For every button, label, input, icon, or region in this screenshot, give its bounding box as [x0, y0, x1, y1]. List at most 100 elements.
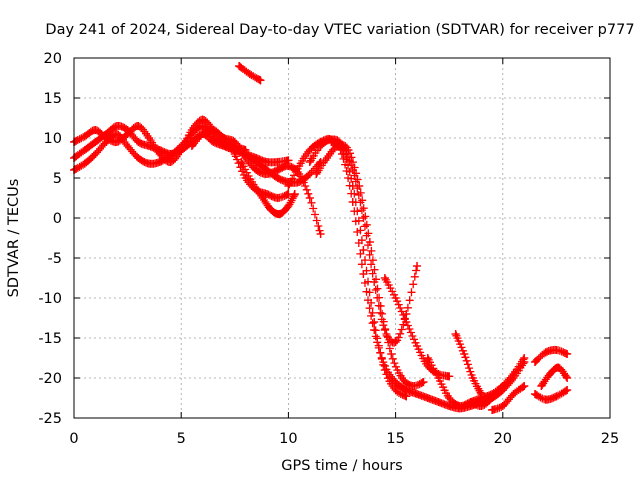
grid: [74, 58, 610, 418]
data-point: [398, 374, 407, 382]
x-tick-label: 5: [177, 431, 186, 447]
series-markers: [451, 330, 486, 398]
series-arc-4: [187, 125, 325, 238]
data-point: [155, 150, 164, 158]
data-point: [477, 402, 486, 410]
series-markers: [531, 386, 572, 404]
x-tick-label: 20: [494, 431, 512, 447]
series-arc-19: [530, 386, 572, 404]
y-tick-label: -5: [48, 251, 62, 267]
data-point: [552, 392, 561, 401]
series-arc-11: [327, 138, 422, 347]
data-point: [391, 294, 400, 302]
data-point: [112, 138, 121, 146]
data-point: [498, 382, 507, 390]
data-point: [245, 70, 254, 78]
data-point: [237, 158, 246, 166]
data-point: [419, 378, 428, 386]
series-markers: [531, 345, 572, 366]
data-point: [145, 134, 154, 142]
data-point: [166, 158, 175, 166]
data-point: [423, 354, 432, 362]
data-point: [498, 402, 507, 410]
data-point: [370, 318, 379, 326]
y-tick-label: 0: [53, 211, 62, 227]
data-point: [530, 390, 539, 398]
x-tick-label: 25: [601, 431, 619, 447]
data-point: [413, 390, 422, 398]
data-point: [262, 158, 271, 166]
data-point: [155, 158, 164, 166]
data-point: [344, 146, 353, 154]
data-point: [445, 394, 454, 402]
data-point: [434, 374, 443, 382]
data-point: [305, 146, 314, 154]
data-point: [112, 122, 121, 130]
data-point: [445, 372, 454, 381]
data-point: [256, 76, 265, 85]
data-point: [80, 132, 89, 141]
data-point: [316, 142, 325, 150]
data-points: [70, 62, 572, 414]
data-point: [80, 146, 89, 154]
data-point: [477, 390, 486, 398]
data-point: [312, 170, 321, 178]
data-point: [359, 214, 368, 222]
data-point: [252, 166, 261, 174]
data-point: [545, 370, 554, 378]
data-point: [466, 398, 475, 406]
data-point: [247, 178, 256, 186]
data-point: [391, 338, 400, 346]
data-point: [134, 138, 143, 146]
data-point: [262, 190, 271, 198]
chart-title: Day 241 of 2024, Sidereal Day-to-day VTE…: [45, 22, 634, 38]
data-point: [520, 354, 529, 362]
data-point: [91, 126, 100, 134]
series-markers: [70, 121, 325, 187]
series-markers: [380, 274, 454, 381]
data-point: [563, 350, 572, 358]
data-point: [434, 398, 443, 406]
data-point: [509, 390, 518, 398]
data-point: [273, 174, 282, 182]
data-point: [123, 142, 132, 150]
data-point: [327, 138, 336, 146]
data-point: [209, 126, 218, 134]
data-point: [305, 158, 314, 166]
data-point: [134, 122, 143, 130]
data-point: [91, 150, 100, 158]
axis-ticks: 0 5 10 15 20 25 -25 -20 -15 -10 -5 0 5 10 15 20: [38, 51, 619, 447]
data-point: [380, 326, 389, 334]
data-point: [451, 330, 460, 338]
data-point: [187, 142, 196, 150]
data-point: [391, 378, 400, 386]
data-point: [166, 150, 175, 158]
data-point: [198, 115, 207, 124]
data-point: [275, 210, 284, 218]
data-point: [177, 146, 186, 154]
data-point: [295, 170, 304, 178]
data-point: [423, 394, 432, 402]
data-point: [541, 395, 550, 404]
x-tick-label: 0: [69, 431, 78, 447]
data-point: [322, 154, 331, 162]
data-point: [241, 154, 250, 162]
data-point: [220, 134, 229, 142]
data-point: [402, 318, 411, 326]
data-point: [338, 142, 346, 150]
series-arc-14: [451, 330, 486, 398]
data-point: [284, 162, 293, 170]
data-point: [273, 166, 282, 174]
x-tick-label: 15: [386, 431, 404, 447]
series-arc-18: [537, 363, 572, 390]
y-tick-label: -20: [38, 371, 62, 387]
plot-frame: [73, 57, 611, 419]
data-point: [445, 402, 454, 410]
data-point: [91, 138, 100, 146]
data-point: [488, 394, 497, 402]
data-point: [391, 386, 400, 394]
data-point: [554, 363, 563, 372]
data-point: [209, 138, 218, 146]
data-point: [273, 158, 282, 166]
data-point: [408, 382, 417, 390]
